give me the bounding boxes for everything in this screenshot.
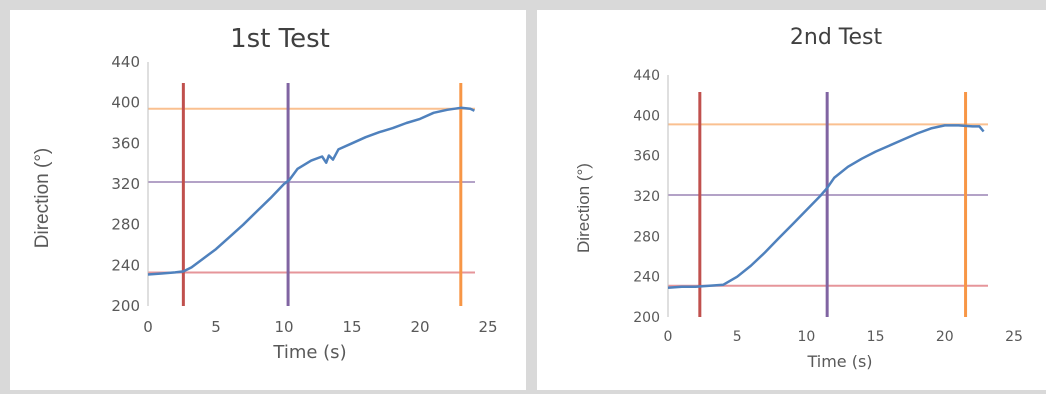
y-tick-label: 280 bbox=[111, 216, 140, 234]
y-axis-label: Direction (°) bbox=[32, 148, 53, 249]
x-tick-labels: 0 5 10 15 20 25 bbox=[143, 318, 497, 336]
data-series-line bbox=[667, 124, 985, 290]
y-axis-label: Direction (°) bbox=[574, 163, 593, 253]
horizontal-reference-lines bbox=[148, 107, 475, 274]
chart-1st-test: 1st Test 200 240 280 320 360 400 440 0 5 10 15 20 2… bbox=[32, 24, 498, 363]
chart-2nd-test: 2nd Test 200 240 280 320 360 400 440 0 5 10 15 20 2… bbox=[574, 25, 1023, 371]
y-tick-label: 440 bbox=[633, 68, 660, 84]
x-tick-label: 25 bbox=[478, 318, 497, 336]
data-series-line bbox=[147, 106, 475, 276]
x-axis-label: Time (s) bbox=[806, 352, 872, 371]
y-tick-label: 240 bbox=[633, 270, 660, 286]
x-tick-label: 5 bbox=[211, 318, 221, 336]
y-tick-label: 200 bbox=[633, 310, 660, 326]
y-tick-label: 240 bbox=[111, 256, 140, 274]
y-tick-label: 200 bbox=[111, 297, 140, 315]
y-tick-labels: 200 240 280 320 360 400 440 bbox=[111, 53, 140, 315]
chart-title: 2nd Test bbox=[790, 25, 883, 50]
chart-panel-2nd-test: 2nd Test 200 240 280 320 360 400 440 0 5 10 15 20 2… bbox=[537, 10, 1046, 390]
y-tick-label: 400 bbox=[633, 108, 660, 124]
x-tick-label: 10 bbox=[797, 329, 815, 345]
y-tick-label: 320 bbox=[633, 189, 660, 205]
y-tick-label: 360 bbox=[111, 134, 140, 152]
y-tick-label: 280 bbox=[633, 229, 660, 245]
x-tick-labels: 0 5 10 15 20 25 bbox=[664, 329, 1023, 345]
y-tick-label: 400 bbox=[111, 94, 140, 112]
y-tick-label: 360 bbox=[633, 149, 660, 165]
x-tick-label: 15 bbox=[867, 329, 885, 345]
y-tick-label: 440 bbox=[111, 53, 140, 71]
y-tick-labels: 200 240 280 320 360 400 440 bbox=[633, 68, 660, 326]
vertical-reference-lines bbox=[181, 83, 463, 306]
x-axis-label: Time (s) bbox=[272, 342, 346, 363]
x-tick-label: 0 bbox=[664, 329, 673, 345]
x-tick-label: 5 bbox=[733, 329, 742, 345]
x-tick-label: 20 bbox=[410, 318, 429, 336]
x-tick-label: 15 bbox=[342, 318, 361, 336]
x-tick-label: 20 bbox=[936, 329, 954, 345]
x-tick-label: 0 bbox=[143, 318, 153, 336]
chart-panel-1st-test: 1st Test 200 240 280 320 360 400 440 0 5 10 15 20 2… bbox=[10, 10, 526, 390]
x-tick-label: 10 bbox=[274, 318, 293, 336]
x-tick-label: 25 bbox=[1005, 329, 1023, 345]
y-tick-label: 320 bbox=[111, 175, 140, 193]
chart-title: 1st Test bbox=[230, 24, 330, 54]
vertical-reference-lines bbox=[698, 92, 968, 317]
